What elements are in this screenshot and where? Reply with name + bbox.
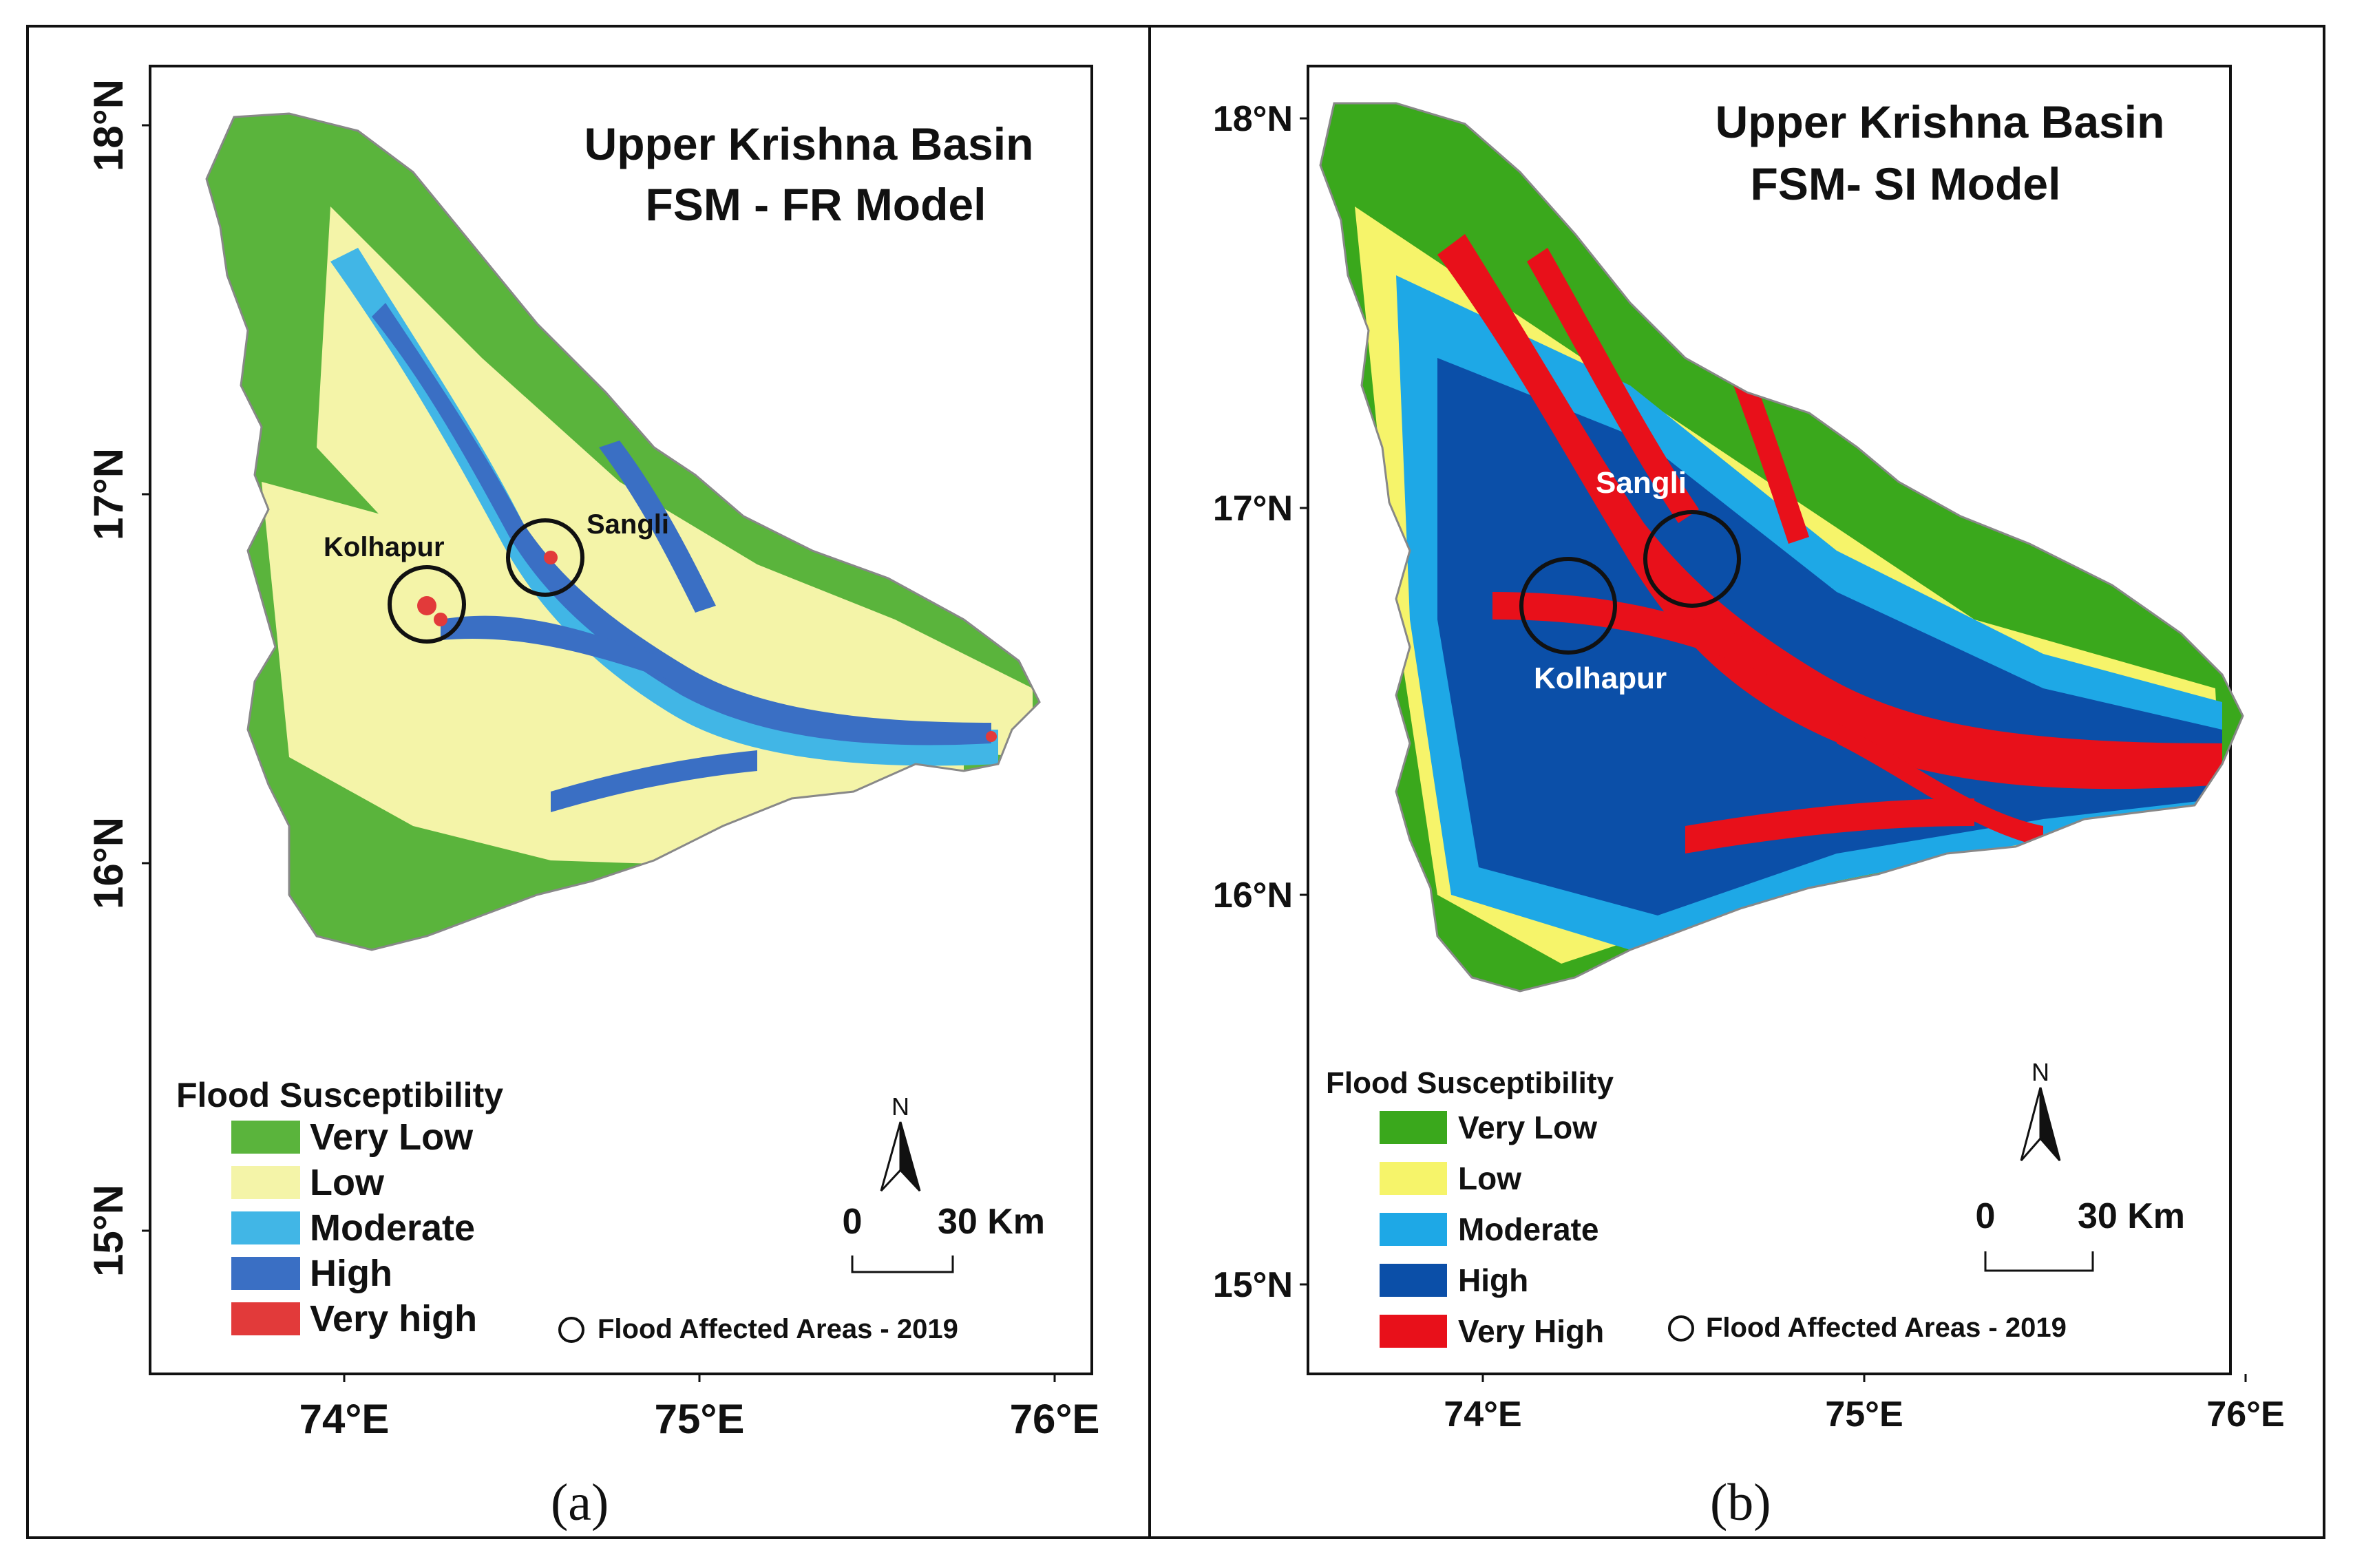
legend-b: Flood Susceptibility Very Low Low Modera… bbox=[1326, 1066, 1614, 1349]
affected-area-circle-icon bbox=[558, 1317, 584, 1343]
svg-text:N: N bbox=[891, 1092, 909, 1121]
scale-bar-b: 0 30 Km bbox=[1976, 1196, 2185, 1272]
lat-label-17: 17°N bbox=[1213, 489, 1293, 529]
legend-label-very-high: Very High bbox=[1458, 1313, 1604, 1349]
north-arrow-icon: N bbox=[880, 1092, 921, 1192]
scale-bar-a: 0 30 Km bbox=[843, 1202, 1045, 1273]
legend-swatch-very-high bbox=[1380, 1315, 1447, 1348]
place-label-sangli: Sangli bbox=[587, 509, 669, 540]
lat-label-17: 17°N bbox=[85, 448, 131, 540]
lat-label-18: 18°N bbox=[1213, 99, 1293, 139]
legend-label-very-high: Very high bbox=[310, 1298, 477, 1339]
svg-text:0: 0 bbox=[1976, 1196, 1996, 1236]
lat-label-15: 15°N bbox=[85, 1185, 131, 1277]
ticks-a bbox=[142, 124, 1056, 1382]
legend-swatch-moderate bbox=[231, 1211, 300, 1244]
basin-outline-b bbox=[1319, 102, 2244, 993]
lon-label-75: 75°E bbox=[655, 1396, 745, 1442]
kolhapur-circle bbox=[1519, 557, 1617, 655]
legend-swatch-high bbox=[1380, 1264, 1447, 1297]
figure-frame bbox=[26, 25, 2325, 1539]
legend-label-low: Low bbox=[310, 1162, 385, 1203]
lat-label-18: 18°N bbox=[85, 79, 131, 171]
affected-area-label: Flood Affected Areas - 2019 bbox=[1706, 1313, 2067, 1343]
map-title-line2: FSM- SI Model bbox=[1751, 158, 2061, 209]
lon-label-74: 74°E bbox=[1444, 1395, 1521, 1434]
lon-label-75: 75°E bbox=[1825, 1395, 1903, 1434]
panel-a-map: 18°N 17°N 16°N 15°N 74°E 75°E 76°E Upper… bbox=[85, 65, 1100, 1442]
legend-swatch-low bbox=[231, 1166, 300, 1199]
map-title-line1: Upper Krishna Basin bbox=[1716, 96, 2165, 147]
basin-outline-a bbox=[205, 112, 1041, 951]
legend-title: Flood Susceptibility bbox=[176, 1076, 503, 1114]
ticks-b bbox=[1300, 117, 2247, 1382]
svg-text:30 Km: 30 Km bbox=[938, 1202, 1045, 1242]
legend-swatch-high bbox=[231, 1257, 300, 1290]
place-label-sangli: Sangli bbox=[1596, 466, 1687, 500]
legend-swatch-very-low bbox=[231, 1121, 300, 1154]
legend-swatch-very-high bbox=[231, 1302, 300, 1335]
legend-label-moderate: Moderate bbox=[1458, 1211, 1598, 1247]
legend-label-very-low: Very Low bbox=[1458, 1110, 1597, 1145]
north-arrow-icon: N bbox=[2020, 1058, 2061, 1161]
legend-label-moderate: Moderate bbox=[310, 1207, 475, 1249]
place-label-kolhapur: Kolhapur bbox=[1534, 661, 1667, 695]
map-title-line2: FSM - FR Model bbox=[646, 179, 986, 230]
panel-caption-b: (b) bbox=[1710, 1474, 1771, 1532]
panel-divider bbox=[1148, 25, 1151, 1539]
legend-swatch-very-low bbox=[1380, 1111, 1447, 1144]
lon-label-74: 74°E bbox=[299, 1396, 390, 1442]
svg-text:30 Km: 30 Km bbox=[2078, 1196, 2185, 1236]
lat-label-16: 16°N bbox=[1213, 876, 1293, 915]
legend-label-high: High bbox=[1458, 1262, 1528, 1298]
lon-label-76: 76°E bbox=[2206, 1395, 2284, 1434]
sangli-circle bbox=[506, 518, 584, 597]
lat-label-16: 16°N bbox=[85, 817, 131, 909]
affected-area-circle-icon bbox=[1668, 1315, 1694, 1342]
svg-text:N: N bbox=[2031, 1058, 2049, 1086]
kolhapur-circle bbox=[388, 565, 466, 644]
svg-text:0: 0 bbox=[843, 1202, 863, 1242]
legend-label-very-low: Very Low bbox=[310, 1116, 474, 1158]
legend-a: Flood Susceptibility Very Low Low Modera… bbox=[176, 1076, 503, 1339]
legend-swatch-low bbox=[1380, 1162, 1447, 1195]
map-title-line1: Upper Krishna Basin bbox=[584, 118, 1034, 169]
legend-title: Flood Susceptibility bbox=[1326, 1066, 1614, 1100]
legend-label-high: High bbox=[310, 1253, 392, 1294]
legend-label-low: Low bbox=[1458, 1161, 1521, 1196]
panel-b-map: 18°N 17°N 16°N 15°N 74°E 75°E 76°E Upper… bbox=[1213, 65, 2285, 1434]
affected-area-label: Flood Affected Areas - 2019 bbox=[598, 1314, 958, 1344]
lat-label-15: 15°N bbox=[1213, 1265, 1293, 1305]
legend-swatch-moderate bbox=[1380, 1213, 1447, 1246]
place-label-kolhapur: Kolhapur bbox=[324, 532, 445, 562]
panel-caption-a: (a) bbox=[551, 1474, 609, 1532]
sangli-circle bbox=[1643, 510, 1741, 608]
lon-label-76: 76°E bbox=[1010, 1396, 1100, 1442]
